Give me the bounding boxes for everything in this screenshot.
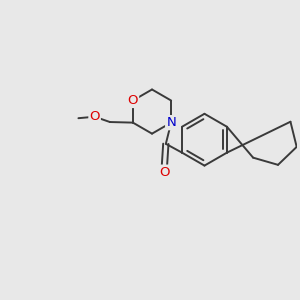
Text: O: O	[89, 110, 100, 123]
Text: N: N	[166, 116, 176, 129]
Text: N: N	[166, 116, 176, 129]
Text: O: O	[159, 166, 169, 178]
Text: O: O	[128, 94, 138, 107]
